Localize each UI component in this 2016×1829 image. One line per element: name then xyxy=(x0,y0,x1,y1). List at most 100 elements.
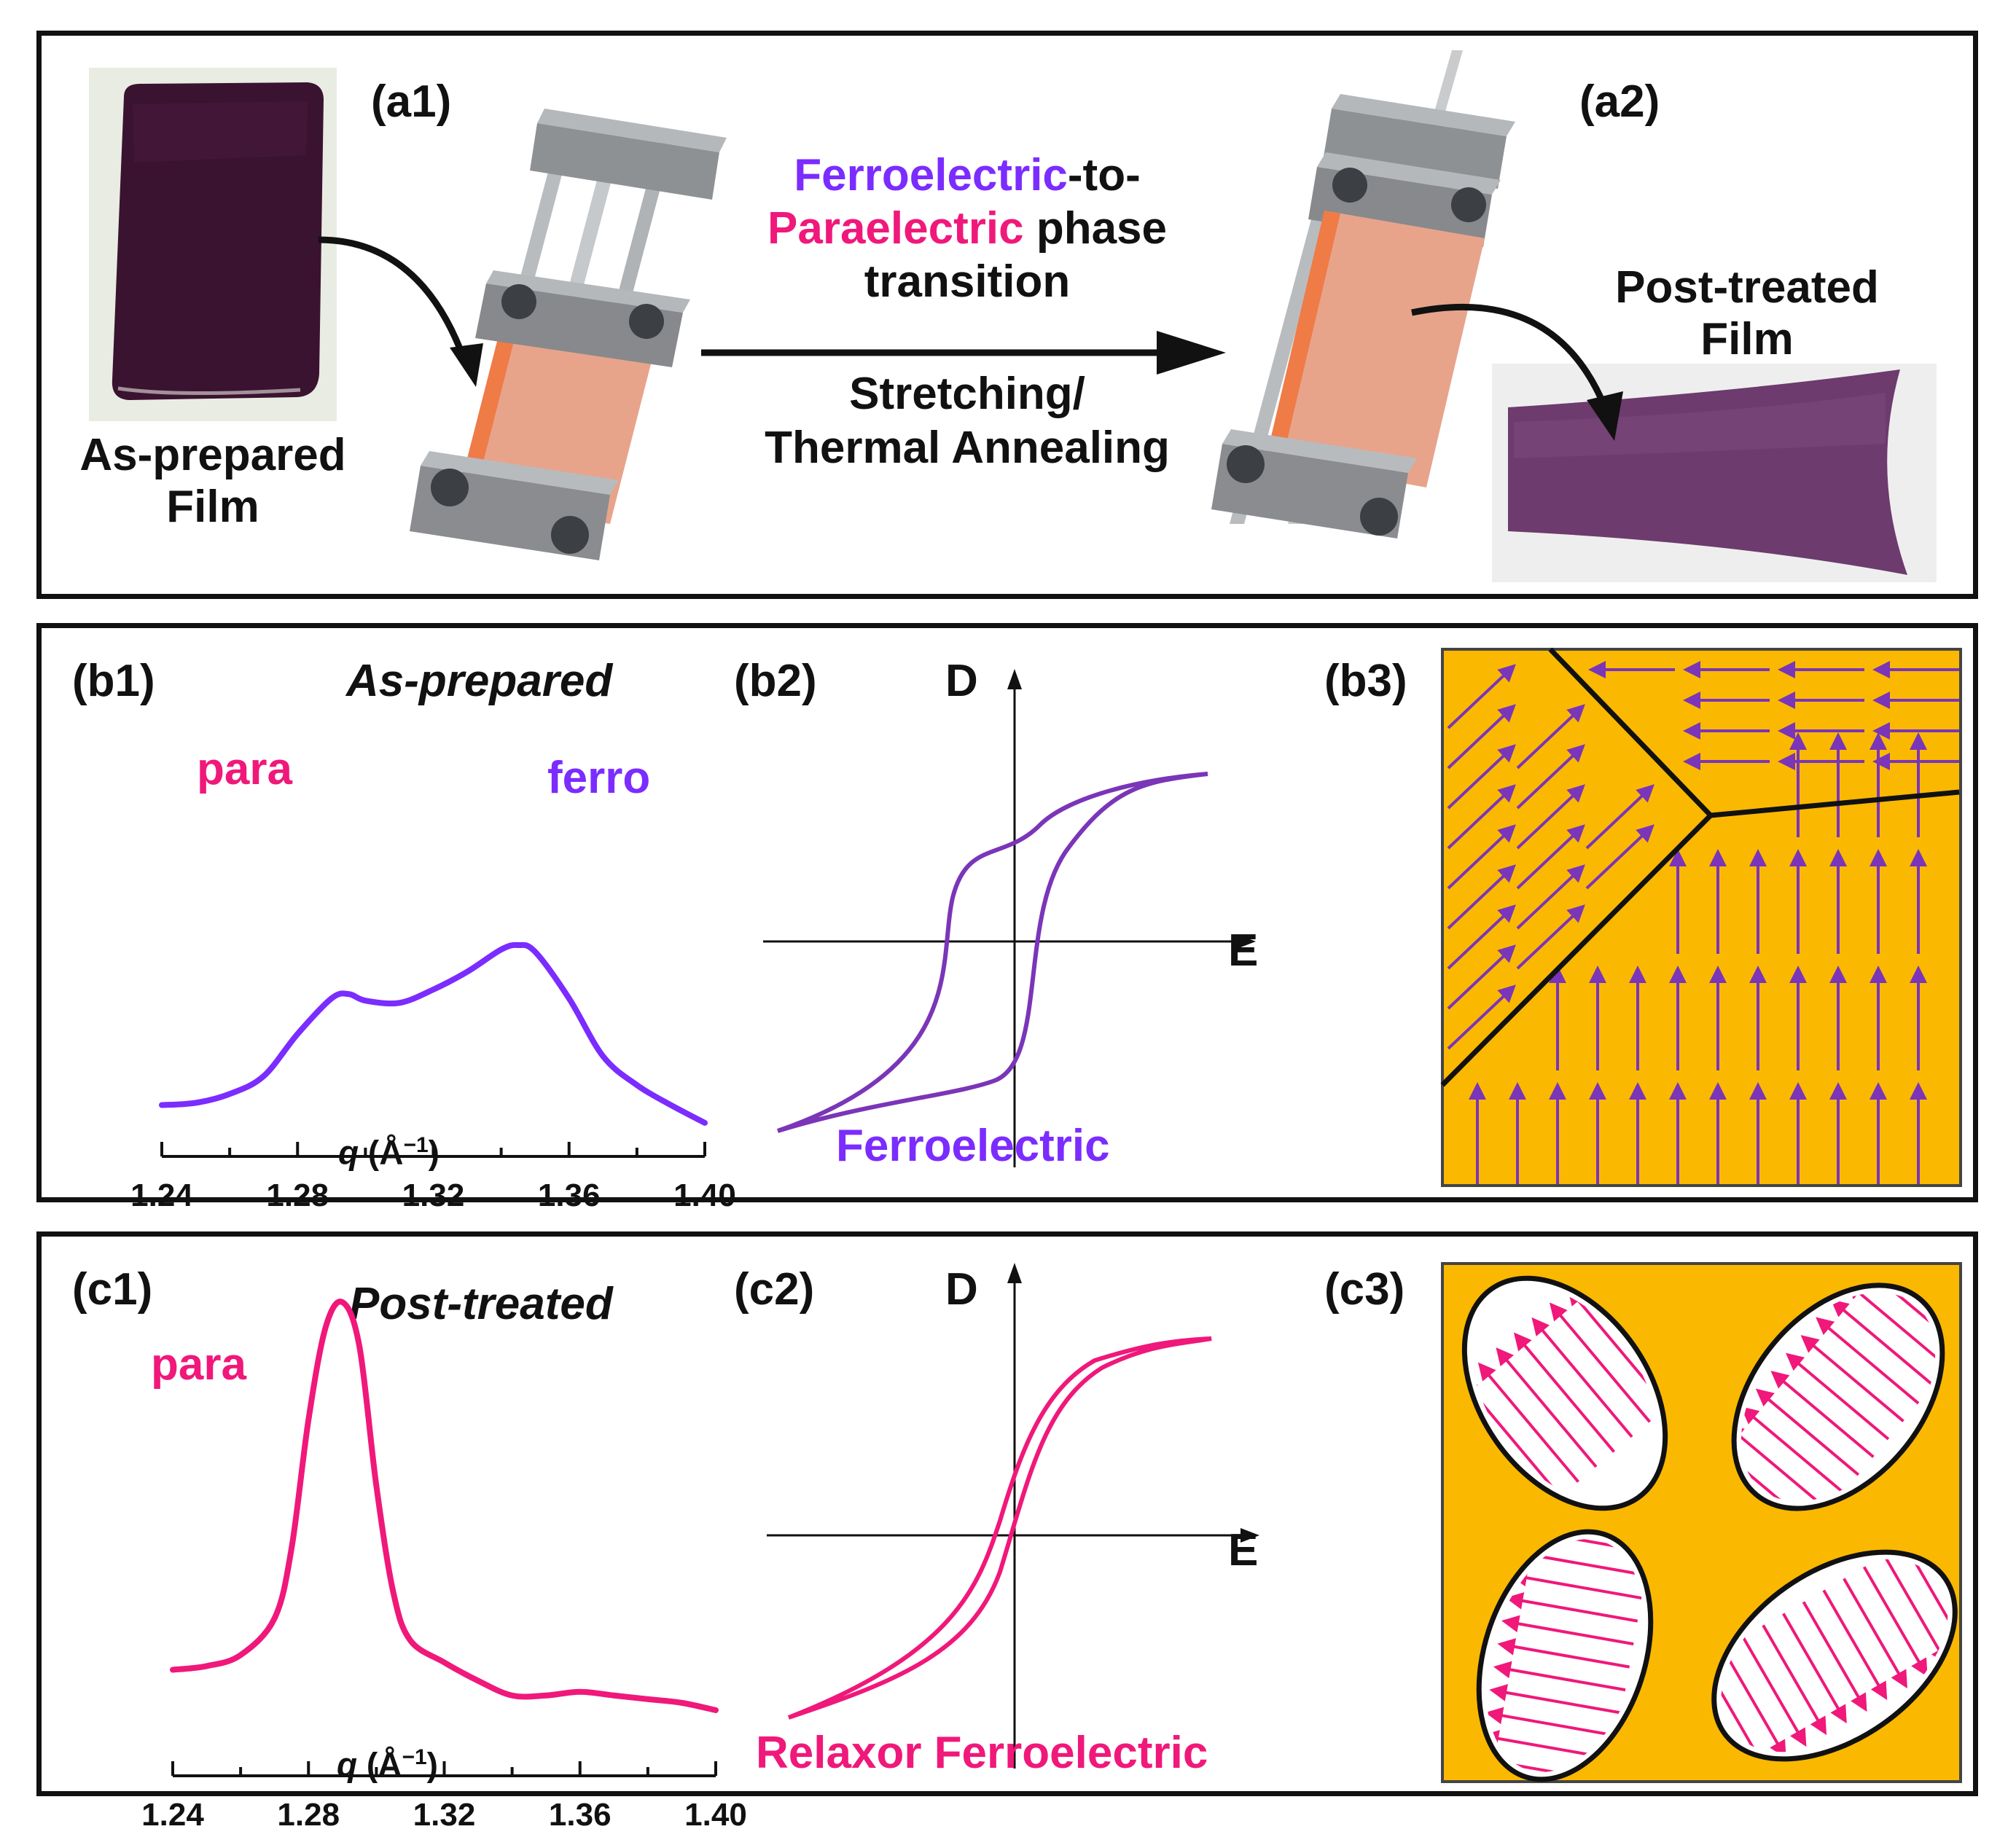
label-a1: (a1) xyxy=(371,77,452,127)
polarization-arrow xyxy=(1800,1335,1904,1422)
as-prepared-film-label: As-prepared Film xyxy=(74,429,351,533)
x-axis-unit: (Å xyxy=(359,1133,404,1172)
stretcher-device-left xyxy=(410,109,727,560)
polarization-arrow xyxy=(1802,1601,1867,1712)
polarization-arrow xyxy=(1505,1591,1638,1623)
x-axis-exp-c: −1 xyxy=(402,1745,427,1769)
label-c2: (c2) xyxy=(734,1264,815,1315)
polarization-arrow xyxy=(1816,1317,1920,1405)
polarization-arrow xyxy=(1516,904,1585,970)
x-tick-label: 1.32 xyxy=(413,1797,476,1829)
transition-ferro: Ferroelectric xyxy=(794,150,1068,200)
label-c1: (c1) xyxy=(72,1264,153,1315)
polarization-arrow xyxy=(1447,744,1516,810)
polarization-arrow xyxy=(1447,784,1516,850)
peak-para-label-b: para xyxy=(197,744,292,794)
relaxor-caption: Relaxor Ferroelectric xyxy=(756,1728,1208,1778)
x-axis-close: ) xyxy=(428,1133,439,1172)
process-text: Stretching/ Thermal Annealing xyxy=(676,367,1259,476)
x-tick-label: 1.32 xyxy=(402,1178,465,1213)
polarization-arrow xyxy=(1845,1281,1950,1369)
process-line2: Thermal Annealing xyxy=(765,423,1170,474)
label-b2: (b2) xyxy=(734,656,817,706)
x-tick-label: 1.28 xyxy=(266,1178,329,1213)
polarization-arrow xyxy=(1501,1615,1634,1646)
polar-nanodomain xyxy=(1711,1264,1965,1530)
polarization-arrow xyxy=(1489,1684,1622,1715)
label-c3: (c3) xyxy=(1324,1264,1405,1315)
transition-phase: phase xyxy=(1023,203,1168,254)
polarization-arrow xyxy=(1447,664,1516,729)
polarization-arrow xyxy=(1516,864,1585,930)
xrd-chart-as-prepared: 1.24 1.28 1.32 1.36 1.40 xyxy=(130,941,736,1213)
transition-to: -to- xyxy=(1067,150,1141,200)
polarization-arrow xyxy=(1785,1352,1890,1441)
x-axis-title-c: q (Å−1) xyxy=(337,1745,438,1784)
x-axis-q-c: q xyxy=(337,1745,358,1784)
polarization-arrow xyxy=(1770,1371,1875,1458)
panel-b: (b1) As-prepared para ferro 1.24 1.28 1.32… xyxy=(36,623,1978,1213)
as-prepared-film-photo xyxy=(89,68,337,421)
polarization-arrow xyxy=(1485,1707,1618,1738)
polarization-arrow xyxy=(1447,904,1516,970)
x-axis-close-c: ) xyxy=(426,1745,438,1784)
curved-arrow-left xyxy=(318,236,483,387)
polarization-arrow xyxy=(1721,1648,1786,1759)
as-prepared-line2: Film xyxy=(166,482,259,533)
polarization-arrow xyxy=(1447,864,1516,930)
polarization-arrow xyxy=(1585,784,1654,850)
xrd-curve xyxy=(159,941,708,1126)
peak-para-label-c: para xyxy=(151,1339,246,1390)
axis-d-label-c: D xyxy=(945,1264,978,1315)
ferroelectric-caption: Ferroelectric xyxy=(836,1121,1110,1171)
polarization-arrow xyxy=(1762,1624,1827,1736)
hysteresis-loop-ferroelectric xyxy=(763,669,1256,1167)
domain-diagram-relaxor xyxy=(1433,1257,1969,1784)
polarization-arrow xyxy=(1741,1636,1807,1747)
polarization-arrow xyxy=(1516,704,1585,769)
post-treated-line2: Film xyxy=(1700,314,1794,365)
polarization-arrow xyxy=(1447,984,1516,1050)
polarization-arrow xyxy=(1496,1347,1598,1468)
hysteresis-loop-relaxor xyxy=(767,1263,1259,1769)
polarization-arrow xyxy=(1843,1578,1907,1689)
x-tick-label: 1.36 xyxy=(549,1797,612,1829)
x-tick-label: 1.40 xyxy=(673,1178,736,1213)
transition-line3: transition xyxy=(864,256,1071,308)
polarization-arrow xyxy=(1883,1554,1948,1666)
polarization-arrow xyxy=(1725,1424,1829,1512)
polarization-arrow xyxy=(1516,744,1585,810)
post-treated-film-label: Post-treated Film xyxy=(1579,262,1915,366)
x-tick-label: 1.40 xyxy=(684,1797,747,1829)
axis-e-label-b: E xyxy=(1228,925,1259,976)
process-line1: Stretching/ xyxy=(849,369,1085,419)
polarization-arrow xyxy=(1830,1299,1934,1387)
polarization-arrow xyxy=(1516,784,1585,850)
ferro-loop-curve xyxy=(777,772,1208,1133)
polarization-arrow xyxy=(1516,824,1585,890)
xrd-curve xyxy=(170,1299,719,1713)
label-b1: (b1) xyxy=(72,656,155,706)
as-prepared-line1: As-prepared xyxy=(79,430,346,480)
xrd-chart-post-treated: 1.24 1.28 1.32 1.36 1.40 xyxy=(141,1299,747,1829)
polarization-arrow xyxy=(1755,1388,1860,1476)
polarization-arrow xyxy=(1740,1406,1845,1494)
polarization-arrow xyxy=(1509,1569,1642,1600)
polarization-arrow xyxy=(1497,1638,1630,1669)
axis-d-label-b: D xyxy=(945,656,978,706)
x-tick-label: 1.24 xyxy=(141,1797,204,1829)
polarization-arrow xyxy=(1862,1566,1928,1677)
polarization-arrow xyxy=(1585,824,1654,890)
post-treated-line1: Post-treated xyxy=(1615,262,1879,313)
x-axis-unit-c: (Å xyxy=(357,1745,402,1784)
domain-diagram-ferro xyxy=(1440,647,1962,1187)
condition-as-prepared: As-prepared xyxy=(346,656,613,706)
polarization-arrow xyxy=(1447,824,1516,890)
peak-ferro-label-b: ferro xyxy=(547,753,651,803)
x-axis-title-b: q (Å−1) xyxy=(338,1133,439,1172)
label-a2: (a2) xyxy=(1579,77,1660,127)
x-axis-q: q xyxy=(338,1133,359,1172)
polarization-arrow xyxy=(1493,1661,1626,1692)
x-tick-label: 1.24 xyxy=(130,1178,193,1213)
panel-a: (a1) (a2) As-prepared Film Post-treated … xyxy=(36,31,1978,599)
